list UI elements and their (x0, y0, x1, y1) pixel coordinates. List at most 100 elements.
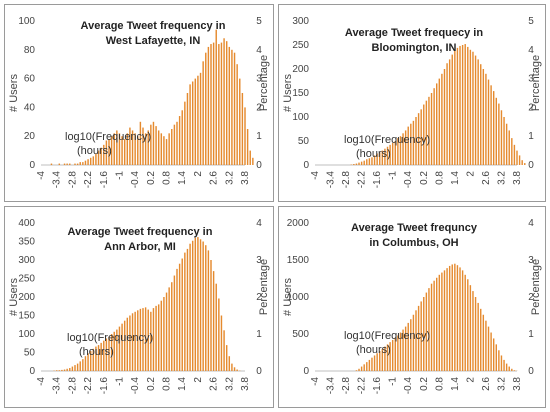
x-tick-label: 2.6 (481, 171, 492, 185)
x-tick-label: -1.6 (99, 377, 110, 395)
y-tick-label: 100 (18, 329, 35, 340)
x-tick-label: 0.2 (146, 377, 157, 391)
histogram-bar (412, 120, 415, 165)
right-tick-label: 1 (256, 131, 262, 142)
chart-panel-4: 0 500 1000 1500 2000 0 1 2 3 4 -4 -3.4 -2.8 -2.2 -1.6-… (278, 206, 546, 408)
y-tick-label: 40 (24, 102, 36, 113)
histogram-bar (376, 353, 378, 371)
histogram-bar (100, 342, 102, 371)
histogram-bar (472, 51, 474, 165)
histogram-bar (205, 52, 207, 165)
histogram-bar (129, 315, 131, 371)
right-tick-label: 3 (528, 255, 534, 266)
histogram-bar (181, 110, 183, 165)
histogram-bar (503, 117, 505, 165)
histogram-bar (404, 130, 407, 165)
histogram-bar (165, 292, 168, 371)
y-axis-label-right: Percentage (258, 259, 270, 315)
right-tick-label: 1 (528, 131, 534, 142)
histogram-bar (113, 331, 115, 371)
histogram-bar (84, 160, 87, 165)
histogram-bar (163, 136, 165, 165)
y-tick-label: 50 (298, 136, 310, 147)
histogram-bar (353, 164, 355, 165)
right-tick-label: 2 (528, 102, 534, 113)
histogram-bar (171, 129, 173, 165)
histogram-bar (189, 84, 191, 165)
histogram-bar (108, 139, 110, 165)
y-tick-label: 0 (303, 160, 309, 171)
x-tick-label: -1 (388, 171, 399, 180)
histogram-bar (87, 159, 89, 165)
histogram-bar (113, 133, 115, 165)
histogram-bar (467, 279, 469, 371)
histogram-bar (454, 50, 456, 166)
histogram-bar (249, 150, 251, 165)
histogram-bar (402, 133, 404, 165)
histogram-bar (433, 88, 435, 165)
y-tick-label: 250 (292, 40, 309, 51)
histogram-bar (116, 130, 118, 165)
histogram-bar (71, 366, 74, 371)
x-tick-label: -2.2 (357, 171, 368, 189)
histogram-bar (220, 315, 223, 371)
histogram-bar (410, 123, 412, 165)
histogram-bar (223, 330, 225, 371)
histogram-bar (461, 270, 464, 371)
histogram-bar (199, 239, 202, 371)
histogram-bar (63, 163, 66, 165)
histogram-bar (116, 329, 118, 371)
histogram-bar (197, 237, 199, 371)
histogram-bar (360, 161, 363, 165)
chart-title-line: in Columbus, OH (369, 237, 458, 249)
chart-title-line: Bloomington, IN (372, 42, 457, 54)
histogram-bar (404, 326, 407, 371)
right-tick-label: 3 (256, 255, 262, 266)
histogram-bar (456, 47, 459, 165)
histogram-bar (95, 346, 97, 371)
histogram-bar (76, 163, 79, 165)
histogram-bar (363, 160, 365, 165)
histogram-bar (105, 140, 108, 165)
histogram-bar (446, 63, 448, 165)
x-tick-label: 0.8 (434, 377, 445, 391)
histogram-bar (505, 363, 508, 371)
histogram-bar (376, 153, 378, 165)
histogram-bar (467, 46, 469, 165)
histogram-bar (160, 300, 163, 371)
histogram-bar (379, 152, 381, 165)
histogram-bar (407, 126, 409, 165)
histogram-bar (92, 348, 95, 371)
histogram-bar (417, 113, 420, 165)
x-tick-label: -0.4 (130, 171, 141, 189)
histogram-bar (246, 129, 249, 165)
axis-note-line: log10(Frequency) (67, 332, 153, 344)
x-tick-label: -0.4 (403, 377, 414, 395)
histogram-bar (394, 337, 396, 371)
x-tick-label: 2.6 (209, 171, 220, 185)
histogram-bar (492, 91, 495, 165)
histogram-bar (150, 311, 152, 371)
histogram-bar (157, 304, 160, 371)
histogram-bar (155, 305, 157, 371)
histogram-bar (220, 42, 223, 165)
histogram-bar (205, 245, 207, 371)
histogram-bar (516, 150, 518, 165)
x-tick-label: 2 (465, 377, 476, 383)
chart-svg: 0 20 40 60 80 100 0 1 2 3 4 5 -4 -3.4 -2.8 -2.2 -1.6 -1 -0… (8, 16, 270, 189)
histogram-bar (97, 345, 100, 371)
histogram-bar (252, 157, 254, 165)
y-tick-label: 60 (24, 74, 36, 85)
histogram-bar (407, 322, 409, 371)
x-tick-label: 0.8 (162, 171, 173, 185)
histogram-bar (490, 332, 492, 371)
y-tick-label: 0 (303, 366, 309, 377)
y-tick-label: 400 (18, 218, 35, 229)
histogram-bar (366, 159, 368, 165)
y-tick-label: 50 (24, 348, 36, 359)
histogram-bar (464, 274, 466, 371)
chart-panel-3: 0 50 100 150 200 250 300 350 400 0 1 2 3 4 -4 -3.4 -2.8-… (4, 206, 274, 408)
histogram-bar (368, 158, 371, 165)
x-tick-label: 0.8 (162, 377, 173, 391)
x-tick-label: -3.4 (52, 171, 63, 189)
